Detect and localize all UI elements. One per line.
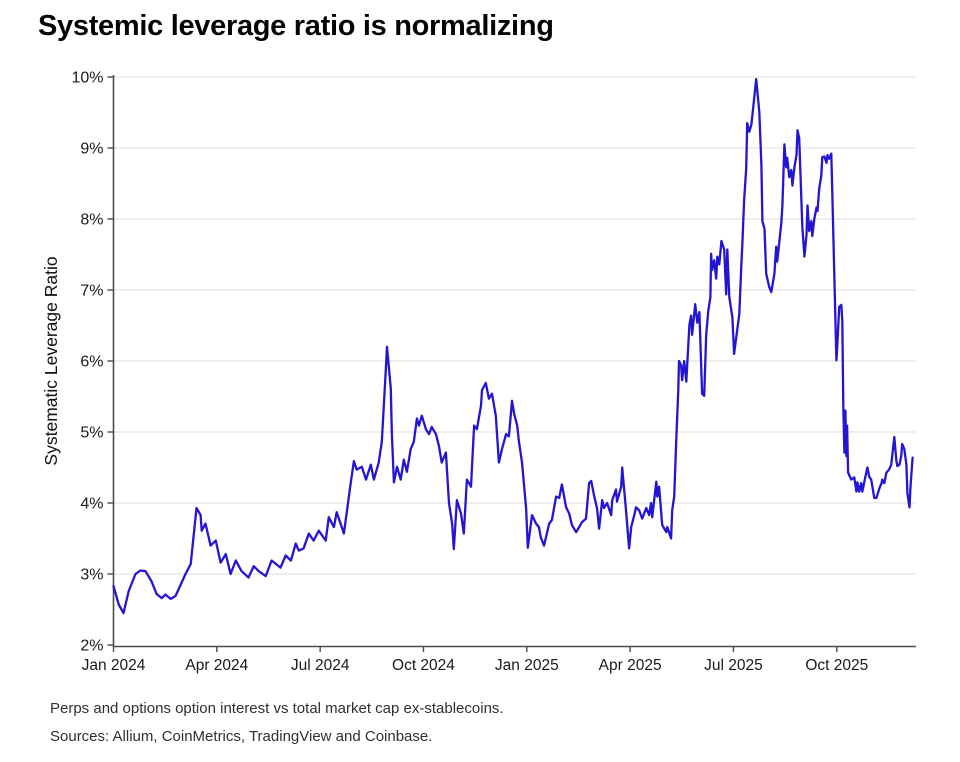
y-tick-label: 10%: [71, 70, 103, 87]
x-tick-label: Jan 2025: [495, 657, 559, 674]
y-tick-label: 5%: [80, 425, 103, 442]
chart-title: Systemic leverage ratio is normalizing: [38, 10, 554, 42]
x-tick-label: Oct 2024: [392, 657, 455, 674]
axis-spines: [112, 75, 916, 648]
x-tick-label: Jul 2025: [704, 657, 763, 674]
y-tick-label: 4%: [80, 496, 103, 513]
y-tick-label: 7%: [80, 283, 103, 300]
y-tick-label: 2%: [80, 638, 103, 655]
x-tick-label: Apr 2024: [185, 657, 248, 674]
y-axis-title: Systematic Leverage Ratio: [41, 256, 61, 465]
chart-footnote: Perps and options option interest vs tot…: [50, 700, 504, 717]
chart-sources: Sources: Allium, CoinMetrics, TradingVie…: [50, 728, 433, 745]
leverage-ratio-line: [112, 77, 914, 615]
x-tick-label: Apr 2025: [599, 657, 662, 674]
y-tick-label: 8%: [80, 212, 103, 229]
x-tick-label: Jan 2024: [82, 657, 146, 674]
y-tick-label: 9%: [80, 141, 103, 158]
y-tick-label: 6%: [80, 354, 103, 371]
x-tick-label: Jul 2024: [291, 657, 350, 674]
y-tick-label: 3%: [80, 567, 103, 584]
x-tick-label: Oct 2025: [805, 657, 868, 674]
